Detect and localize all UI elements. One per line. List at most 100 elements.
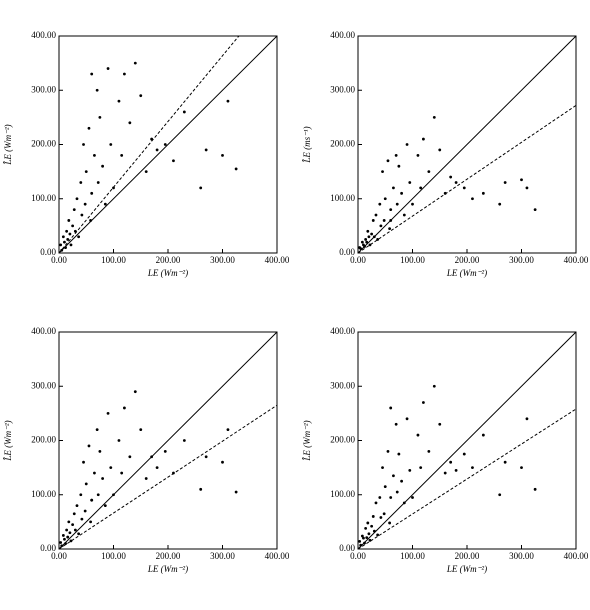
x-tick-label: 400.00 (265, 551, 290, 561)
point (123, 406, 126, 410)
point (163, 449, 167, 453)
point (117, 99, 121, 103)
point (68, 232, 72, 236)
point (60, 544, 64, 548)
point (98, 115, 102, 119)
point (520, 178, 523, 182)
point (123, 72, 126, 76)
point (204, 455, 208, 459)
point (394, 422, 398, 426)
point (432, 115, 436, 119)
point (372, 235, 376, 239)
point (182, 439, 186, 442)
point (365, 240, 369, 244)
point (71, 523, 75, 526)
point (139, 428, 143, 432)
point (96, 181, 100, 184)
point (379, 516, 383, 519)
point (416, 153, 420, 157)
point (427, 449, 431, 453)
y-tick-label: 400.00 (330, 326, 355, 336)
point (83, 202, 87, 206)
point (112, 493, 115, 497)
point (75, 504, 79, 507)
point (65, 528, 69, 532)
point (432, 384, 436, 388)
y-axis-label: L̂E (ms⁻¹) (302, 126, 312, 163)
point (82, 460, 85, 464)
point (95, 428, 99, 432)
point (454, 468, 458, 472)
point (471, 197, 474, 201)
x-tick-label: 400.00 (265, 255, 290, 265)
point (155, 466, 159, 470)
point (172, 471, 175, 475)
y-tick-label: 300.00 (330, 380, 355, 390)
point (525, 417, 529, 421)
point (101, 477, 104, 480)
point (363, 245, 366, 248)
point (400, 191, 403, 195)
point (394, 153, 398, 157)
point (80, 517, 84, 521)
point (117, 439, 121, 442)
y-tick-label: 0.00 (339, 543, 355, 553)
y-tick-label: 400.00 (31, 30, 56, 40)
point (422, 401, 425, 404)
point (95, 88, 99, 92)
y-tick-label: 100.00 (31, 489, 56, 499)
point (427, 170, 431, 174)
point (397, 452, 401, 456)
point (382, 512, 386, 516)
point (84, 482, 88, 486)
point (72, 512, 76, 516)
point (382, 219, 386, 222)
point (392, 474, 395, 478)
point (363, 541, 366, 545)
point (79, 493, 83, 497)
point (98, 449, 102, 453)
point (172, 159, 175, 163)
point (79, 181, 83, 184)
point (204, 148, 208, 152)
point (383, 197, 387, 201)
point (416, 433, 420, 437)
point (150, 137, 154, 141)
point (128, 121, 132, 125)
point (503, 460, 507, 464)
point (150, 455, 154, 459)
point (443, 471, 447, 475)
point (471, 466, 474, 470)
point (226, 99, 230, 103)
y-tick-label: 400.00 (330, 30, 355, 40)
one-to-one-line (59, 36, 277, 253)
point (90, 498, 94, 502)
x-tick-label: 200.00 (156, 255, 181, 265)
point (388, 227, 392, 230)
point (103, 202, 107, 206)
point (449, 175, 453, 179)
x-tick-label: 0.00 (350, 551, 366, 561)
one-to-one-line (358, 36, 576, 253)
y-tick-label: 0.00 (40, 543, 56, 553)
point (77, 235, 81, 239)
point (367, 532, 371, 536)
point (82, 143, 85, 146)
one-to-one-line (358, 332, 576, 549)
point (378, 202, 382, 206)
point (395, 490, 399, 494)
point (87, 126, 91, 130)
point (144, 170, 148, 174)
point (155, 148, 159, 152)
y-tick-label: 300.00 (330, 84, 355, 94)
point (462, 452, 466, 456)
point (370, 232, 374, 236)
point (133, 390, 137, 394)
point (360, 240, 364, 244)
x-tick-label: 0.00 (51, 255, 67, 265)
point (372, 529, 376, 533)
point (411, 496, 414, 499)
point (419, 466, 423, 470)
point (120, 153, 124, 157)
point (454, 181, 458, 184)
